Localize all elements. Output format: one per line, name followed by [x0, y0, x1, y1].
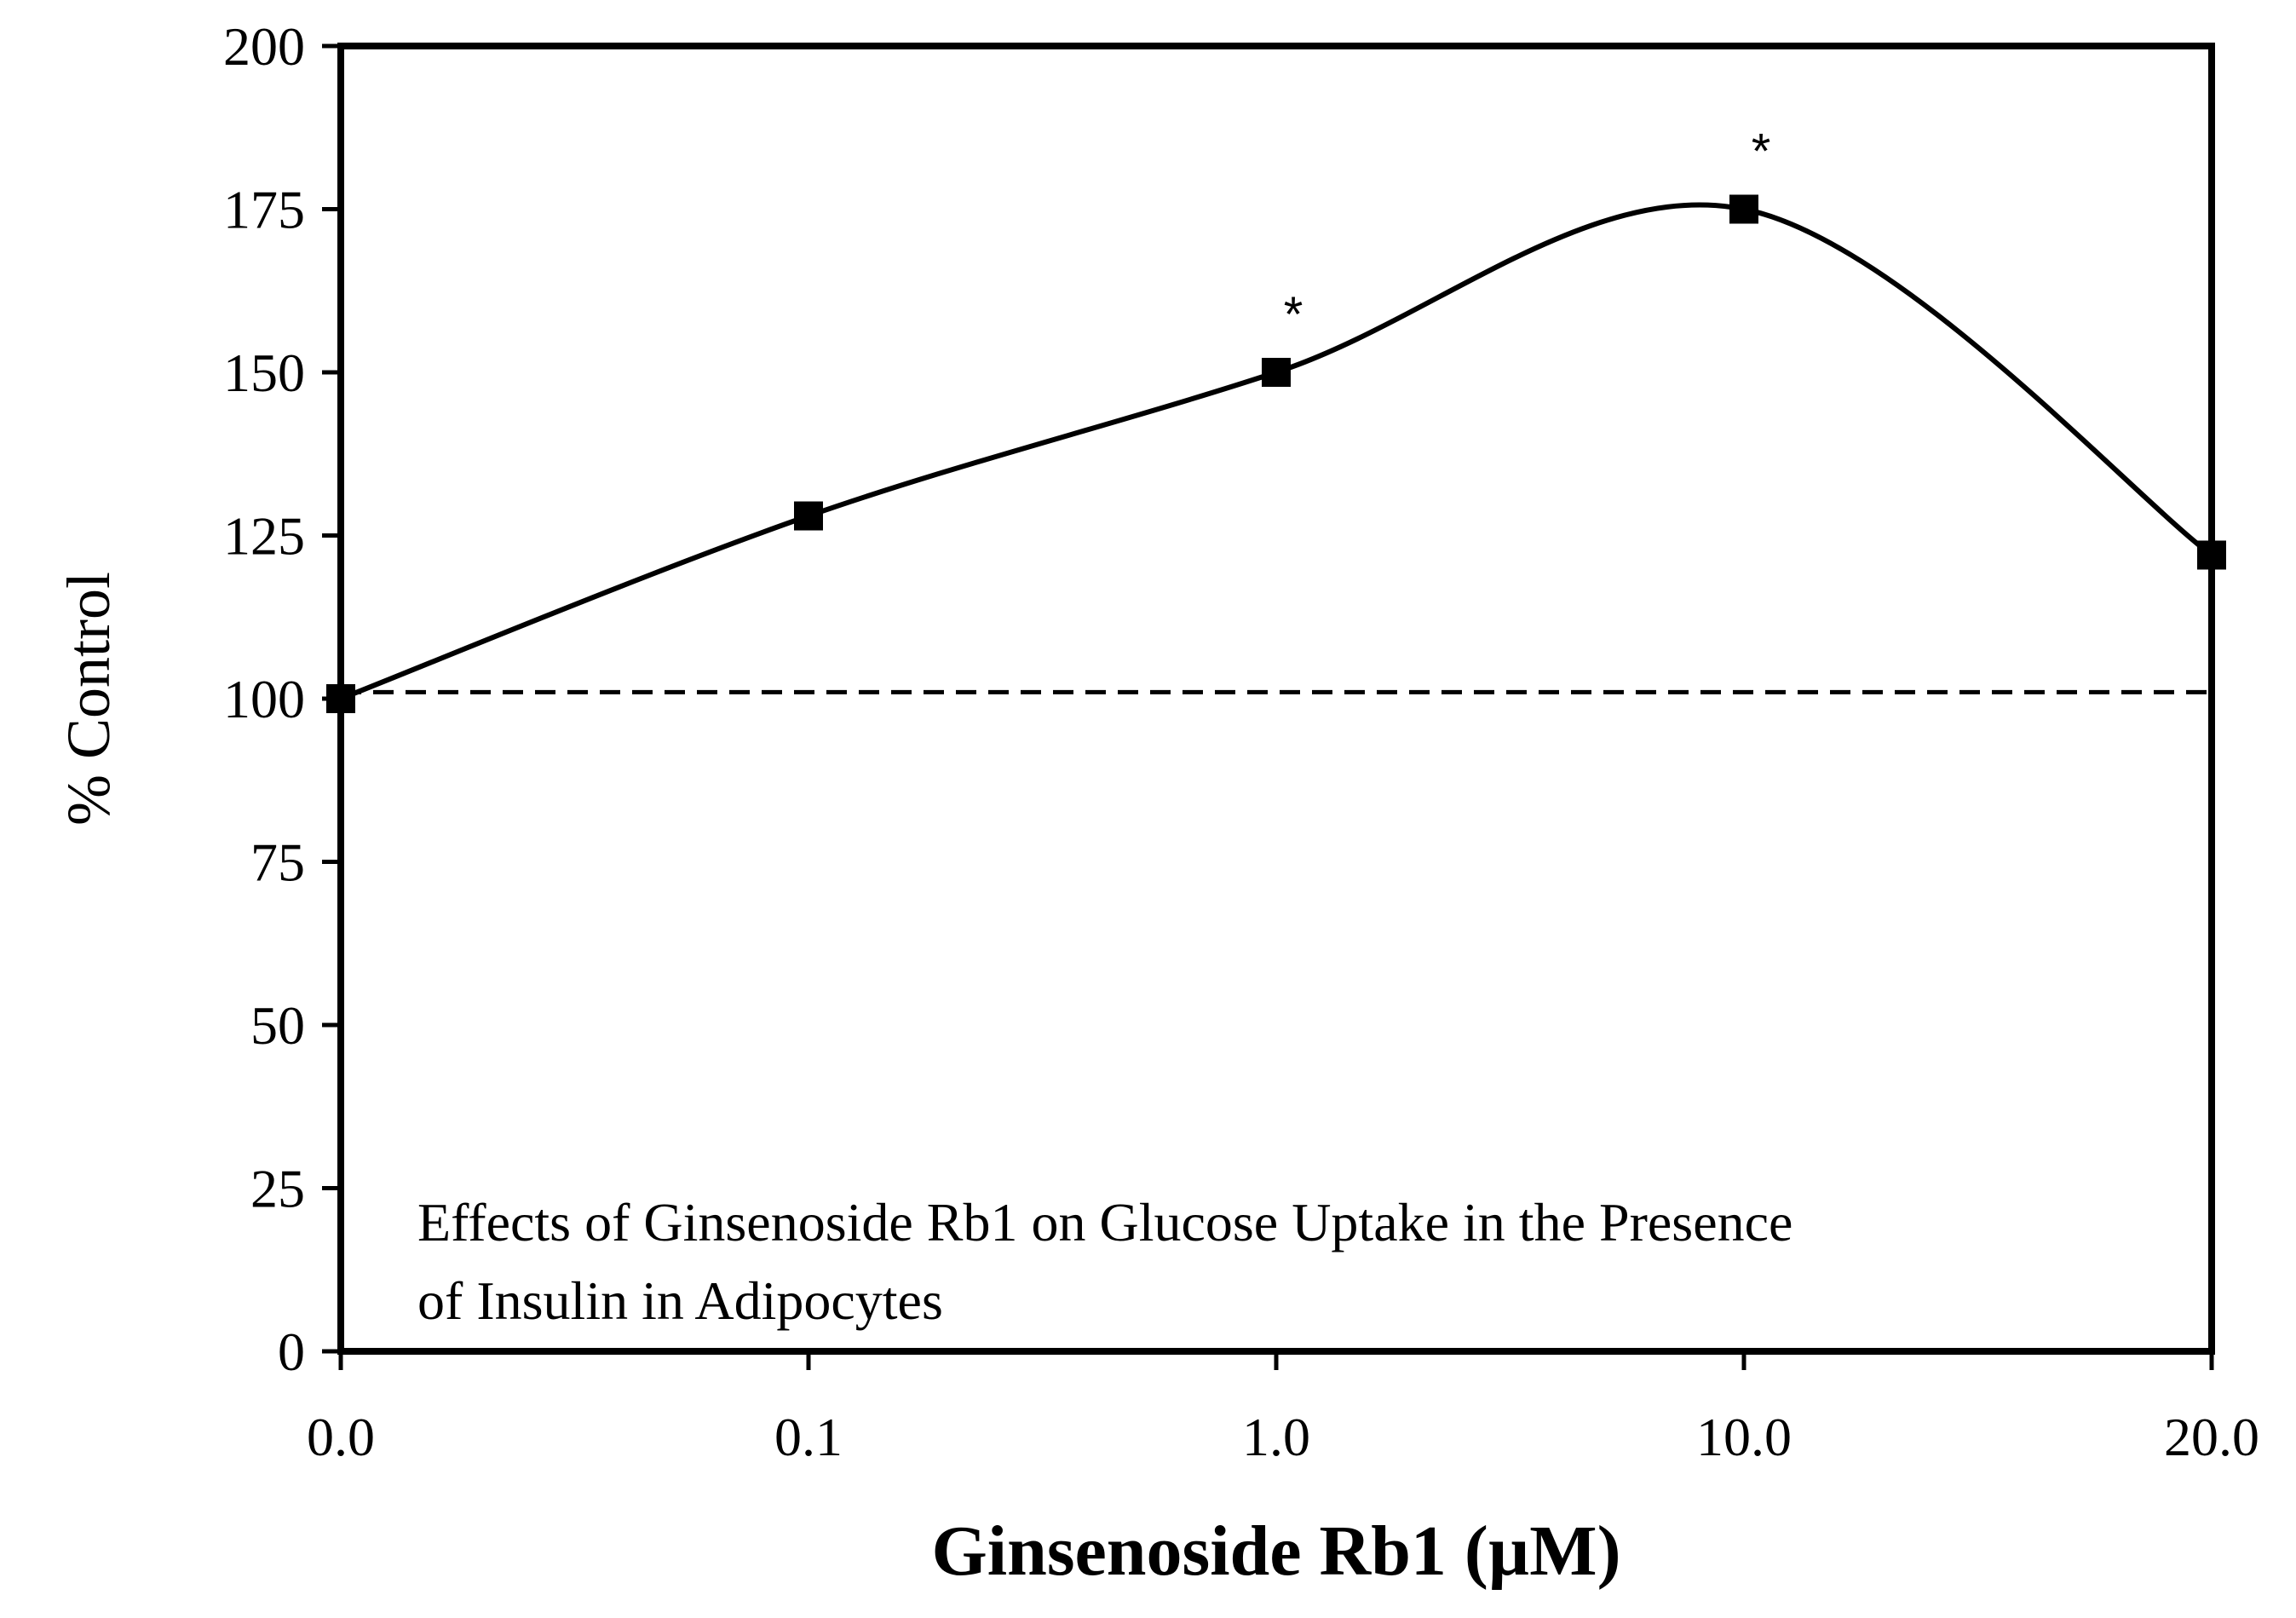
chart-title-line-2: of Insulin in Adipocytes [417, 1270, 943, 1331]
y-tick-label: 100 [223, 669, 305, 729]
y-tick-label: 150 [223, 343, 305, 403]
y-tick-label: 125 [223, 506, 305, 567]
y-axis-title: % Control [55, 572, 123, 826]
y-axis-ticks: 0 25 50 75 100 125 150 175 200 [223, 16, 341, 1382]
y-tick-label: 75 [250, 832, 305, 893]
y-tick-label: 200 [223, 16, 305, 77]
data-point [1729, 194, 1758, 224]
data-point [326, 684, 355, 713]
x-axis-title: Ginsenoside Rb1 (µM) [931, 1511, 1620, 1591]
x-tick-label: 1.0 [1242, 1407, 1310, 1467]
data-point [1262, 358, 1291, 387]
data-point [2197, 540, 2226, 570]
plot-area [337, 43, 2215, 1355]
x-tick-label: 10.0 [1696, 1407, 1792, 1467]
plot-frame [337, 43, 2215, 1355]
y-tick-label: 175 [223, 180, 305, 240]
x-tick-label: 0.1 [774, 1407, 843, 1467]
significance-star: * [1752, 124, 1771, 180]
significance-markers: ** [1284, 124, 1771, 343]
y-tick-label: 0 [278, 1321, 305, 1382]
y-tick-label: 50 [250, 995, 305, 1056]
x-axis-ticks: 0.0 0.1 1.0 10.0 20.0 [307, 1351, 2259, 1467]
significance-star: * [1284, 287, 1303, 343]
x-tick-label: 20.0 [2164, 1407, 2259, 1467]
data-point [794, 501, 823, 531]
series-line [338, 202, 2214, 701]
y-tick-label: 25 [250, 1159, 305, 1219]
x-tick-label: 0.0 [307, 1407, 375, 1467]
chart-title-line-1: Effects of Ginsenoside Rb1 on Glucose Up… [417, 1192, 1792, 1252]
data-markers [326, 194, 2226, 713]
